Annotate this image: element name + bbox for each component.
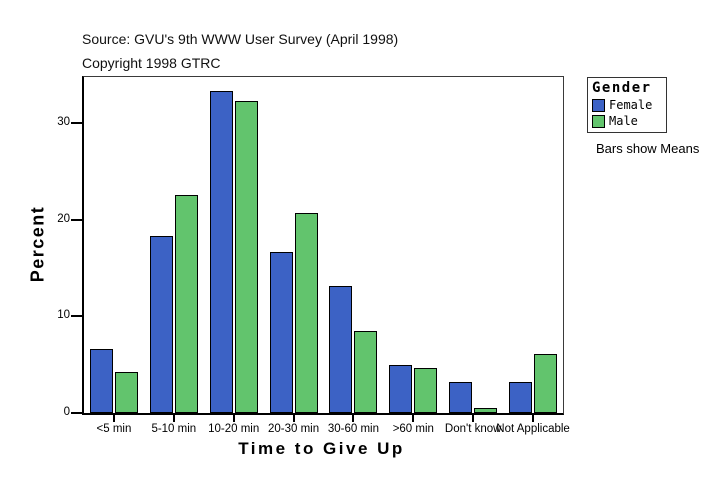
bar-female-don-t-know [449,382,473,413]
legend: Gender Female Male [587,77,667,133]
legend-item-female: Female [592,98,662,112]
x-axis-tick-10-20-min [232,415,235,422]
x-axis-label-10-20-min: 10-20 min [208,423,260,435]
bar-male-60-min [414,368,438,413]
x-axis-label-20-30-min: 20-30 min [267,423,320,435]
plot-area: 0 10 20 30 <5 min 5-10 min 10-20 min 20-30 min 3… [57,76,570,435]
x-axis-title: Time to Give Up [238,439,405,458]
y-axis-tick-10 [71,315,82,318]
x-axis-tick-5-min [112,415,115,422]
bar-female-5-min [89,349,113,413]
bar-female-60-min [389,365,413,413]
x-axis-label-5-min: <5 min [96,423,132,435]
x-axis-label-60-min: >60 min [392,423,434,435]
bar-male-don-t-know [474,408,498,413]
copyright-text: Copyright 1998 GTRC [82,55,221,71]
bar-male-not-applicable [534,354,558,413]
x-axis-label-not-applicable: Not Applicable [496,423,570,435]
bar-female-not-applicable [509,382,533,413]
bar-female-5-10-min [149,236,173,413]
bar-male-5-min [114,372,138,413]
x-axis-tick-60-min [412,415,415,422]
legend-title: Gender [592,80,652,96]
y-axis-tick-label-0: 0 [63,406,70,418]
y-axis-tick-0 [71,412,82,414]
source-text: Source: GVU's 9th WWW User Survey (April… [82,31,399,47]
bar-male-5-10-min [174,195,198,413]
y-axis-tick-30 [71,122,82,125]
x-axis-tick-don-t-know [472,415,475,422]
bar-male-30-60-min [354,331,378,413]
y-axis-tick-label-10: 10 [57,309,70,322]
x-axis-label-don-t-know: Don't know [444,423,502,435]
legend-note: Bars show Means [596,141,700,156]
x-axis-tick-20-30-min [292,415,295,422]
y-axis-tick-label-20: 20 [57,212,70,225]
bar-male-20-30-min [294,213,318,413]
legend-item-male: Male [592,114,662,128]
legend-label-male: Male [609,114,638,128]
x-axis-tick-5-10-min [172,415,175,422]
bar-male-10-20-min [234,101,258,413]
x-axis-label-30-60-min: 30-60 min [327,423,380,435]
male-color-swatch [592,114,605,128]
x-axis-tick-30-60-min [352,415,355,422]
bar-female-20-30-min [269,252,293,413]
x-axis-tick-not-applicable [532,415,535,422]
legend-label-female: Female [609,98,653,112]
female-color-swatch [592,98,605,112]
bar-female-10-20-min [209,91,233,413]
y-axis-tick-label-30: 30 [57,116,70,129]
y-axis-tick-20 [71,218,82,221]
bar-female-30-60-min [329,286,353,413]
x-axis-label-5-10-min: 5-10 min [151,423,197,435]
